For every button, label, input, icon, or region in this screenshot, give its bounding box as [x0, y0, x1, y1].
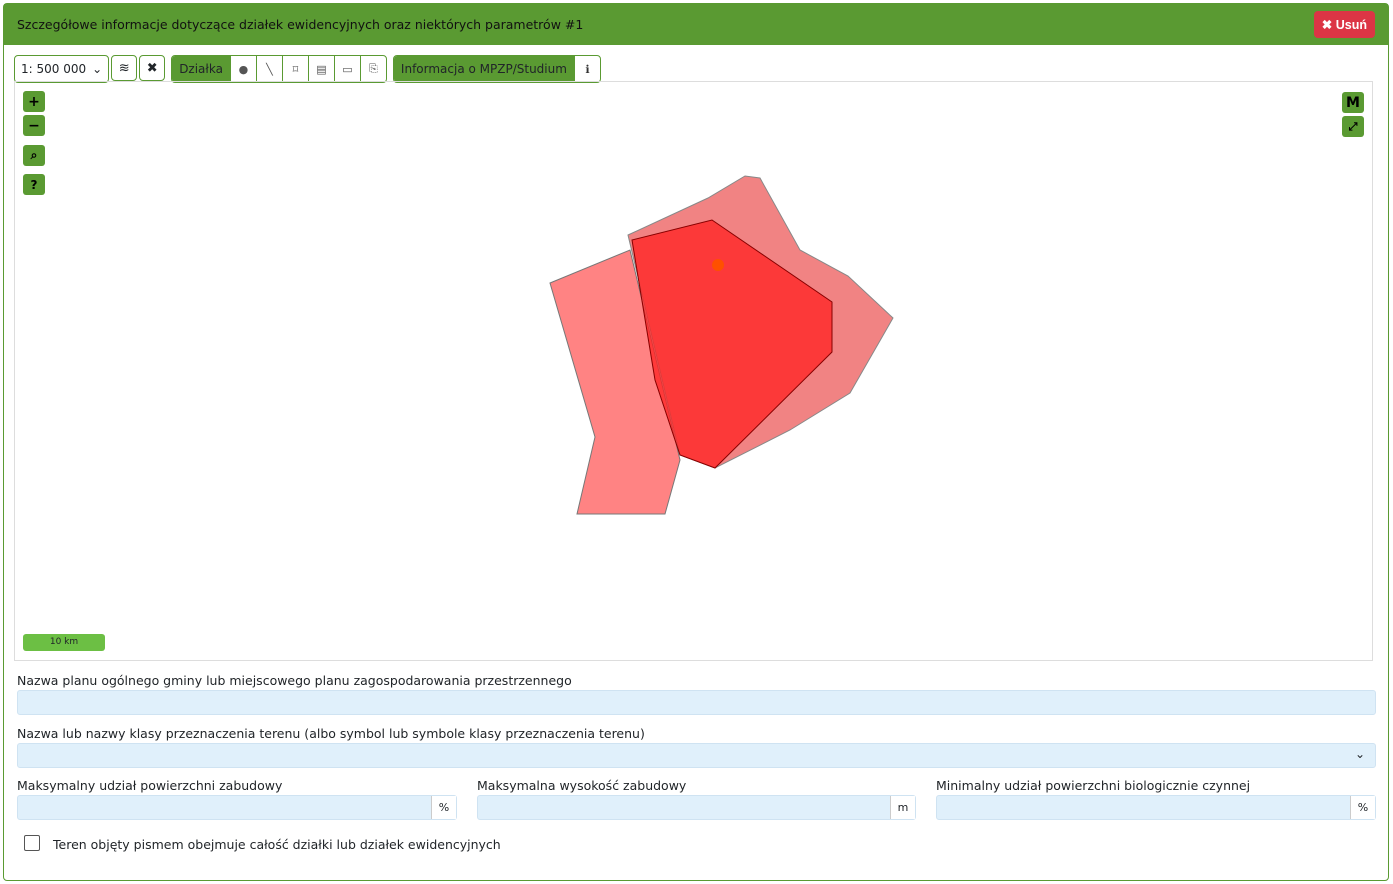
parcel-tools: Działka ● ╲ ⌑ ▤ ▭ ⎘: [171, 55, 387, 83]
whole-parcel-checkbox[interactable]: [24, 835, 40, 851]
whole-parcel-label: Teren objęty pismem obejmuje całość dzia…: [53, 837, 501, 852]
search-icon: ⌕: [30, 148, 38, 162]
chevron-down-icon: ⌄: [1354, 747, 1365, 761]
max-area-label: Maksymalny udział powierzchni zabudowy: [17, 778, 283, 793]
expand-icon: ⤢: [1348, 119, 1358, 133]
parcel-polygon-outer: [549, 249, 681, 515]
map-toolbar: 1: 500 000 ⌄ ≋ ✖ Działka ● ╲ ⌑ ▤ ▭ ⎘ Info…: [14, 55, 601, 83]
min-bio-input[interactable]: %: [936, 795, 1376, 820]
table-icon: ▤: [316, 62, 327, 76]
zoom-in-button[interactable]: +: [23, 91, 45, 112]
polygon-icon: ⌑: [292, 62, 299, 76]
line-icon: ╲: [266, 62, 273, 76]
map-canvas[interactable]: [15, 82, 1372, 660]
line-tool[interactable]: ╲: [255, 56, 282, 82]
parcel-point: [712, 259, 724, 271]
panel-title: Szczegółowe informacje dotyczące działek…: [17, 17, 584, 32]
max-area-input[interactable]: %: [17, 795, 457, 820]
layers-icon: ≋: [118, 60, 130, 76]
layers-button[interactable]: ≋: [111, 55, 138, 81]
scale-bar: 10 km: [23, 634, 105, 651]
class-label: Nazwa lub nazwy klasy przeznaczenia tere…: [17, 726, 645, 741]
minus-icon: −: [28, 117, 40, 134]
document-icon: ▭: [342, 62, 353, 76]
plan-name-label: Nazwa planu ogólnego gminy lub miejscowe…: [17, 673, 572, 688]
table-tool[interactable]: ▤: [307, 56, 334, 82]
code-file-icon: ⎘: [369, 62, 378, 75]
point-icon: ●: [238, 62, 249, 76]
point-tool[interactable]: ●: [229, 56, 256, 82]
mpzp-button[interactable]: Informacja o MPZP/Studium: [393, 56, 574, 82]
search-button[interactable]: ⌕: [23, 145, 45, 166]
percent-unit: %: [431, 796, 456, 819]
meter-unit: m: [890, 796, 915, 819]
polygon-tool[interactable]: ⌑: [281, 56, 308, 82]
details-panel: Szczegółowe informacje dotyczące działek…: [3, 3, 1389, 881]
map-view[interactable]: + − ⌕ ? M ⤢ 10 km: [14, 81, 1373, 661]
clear-button[interactable]: ✖: [139, 55, 166, 81]
plus-icon: +: [28, 93, 40, 110]
chevron-down-icon: ⌄: [92, 62, 103, 76]
mpzp-tools: Informacja o MPZP/Studium ℹ: [392, 55, 601, 83]
class-select[interactable]: ⌄: [17, 743, 1376, 768]
fullscreen-button[interactable]: ⤢: [1342, 116, 1364, 137]
info-button[interactable]: ℹ: [573, 56, 600, 82]
percent-unit: %: [1350, 796, 1375, 819]
x-icon: ✖: [146, 60, 158, 76]
parcel-polygon-inner: [631, 219, 833, 469]
max-height-input[interactable]: m: [477, 795, 916, 820]
document-tool[interactable]: ▭: [333, 56, 360, 82]
max-height-label: Maksymalna wysokość zabudowy: [477, 778, 687, 793]
info-icon: ℹ: [585, 62, 590, 76]
plan-name-input[interactable]: [17, 690, 1376, 715]
m-button[interactable]: M: [1342, 92, 1364, 113]
panel-header: Szczegółowe informacje dotyczące działek…: [4, 4, 1388, 45]
delete-button[interactable]: ✖ Usuń: [1313, 11, 1375, 38]
parcel-button[interactable]: Działka: [172, 56, 230, 82]
scale-select[interactable]: 1: 500 000 ⌄: [14, 55, 110, 83]
zoom-out-button[interactable]: −: [23, 115, 45, 136]
help-button[interactable]: ?: [23, 174, 45, 195]
close-icon: ✖: [1321, 18, 1336, 32]
min-bio-label: Minimalny udział powierzchni biologiczni…: [936, 778, 1251, 793]
help-icon: ?: [30, 177, 38, 192]
code-file-tool[interactable]: ⎘: [359, 56, 386, 82]
